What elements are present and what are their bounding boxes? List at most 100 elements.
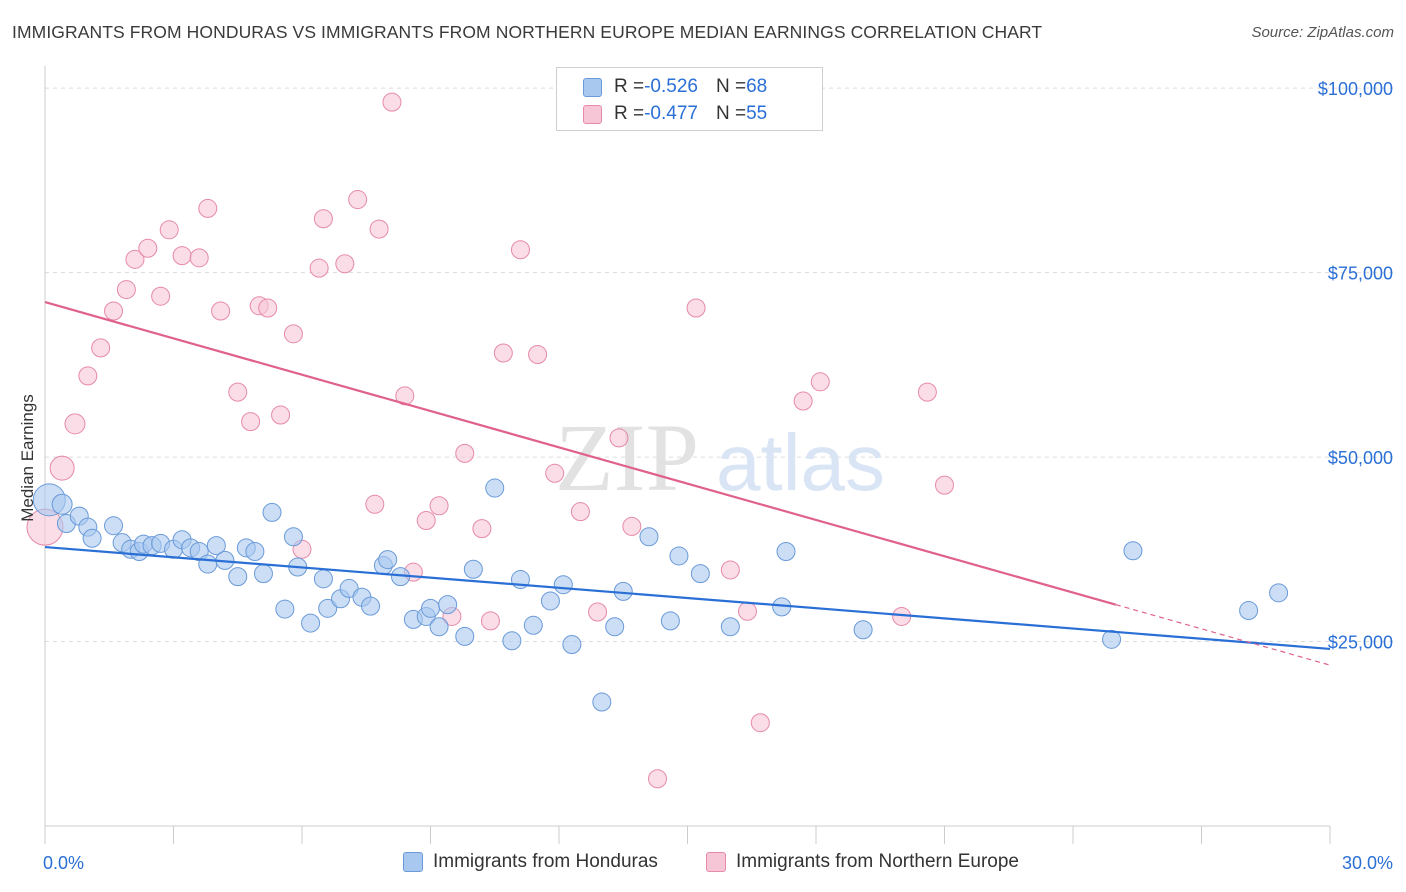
legend-swatch-honduras [403,852,423,872]
legend-n-label: N = [715,103,747,124]
legend-n-value: 55 [746,103,768,124]
trend-line-0 [44,545,1331,651]
data-point [540,591,560,611]
data-point [301,613,321,633]
data-point [159,220,179,240]
data-point [1102,629,1122,649]
axes [44,66,1331,844]
legend-swatch-northern-europe [583,104,602,124]
data-point [313,209,333,229]
data-point [253,564,273,584]
data-point [1123,541,1143,561]
data-point [528,345,548,365]
data-point [416,511,436,531]
data-point [211,301,231,321]
y-axis-label: Median Earnings [18,394,37,522]
data-point [198,198,218,218]
data-point [502,631,522,651]
y-tick-label: $100,000 [1318,79,1393,99]
series-legend: Immigrants from Honduras Immigrants from… [0,851,1406,877]
legend-label-northern-europe: Immigrants from Northern Europe [736,851,1019,872]
data-point [690,564,710,584]
data-point [720,560,740,580]
data-point [686,298,706,318]
data-point [455,443,475,463]
data-point [378,550,398,570]
data-point [622,516,642,536]
data-point [455,626,475,646]
data-point [605,617,625,637]
legend-swatch-northern-europe [706,852,726,872]
x-tick-label-max: 30.0% [1342,853,1393,873]
y-tick-label: $50,000 [1328,448,1393,468]
data-point [545,463,565,483]
data-point [78,366,98,386]
data-point [245,542,265,562]
data-point [283,527,303,547]
data-point [365,494,385,514]
data-point [116,280,136,300]
data-point [151,286,171,306]
data-point [592,692,612,712]
x-tick-label-min: 0.0% [43,853,84,873]
data-point [510,240,530,260]
data-point [570,502,590,522]
data-point [64,413,86,435]
legend-row-northern-europe: R = -0.477 N = 55 [583,101,767,127]
legend-n-label: N = [715,76,747,97]
data-point [82,528,102,548]
grid-lines [45,87,1393,643]
data-point [104,301,124,321]
data-point [562,634,582,654]
legend-n-value: 68 [746,76,768,97]
data-point [271,405,291,425]
data-point [361,596,381,616]
watermark-atlas: atlas [716,418,885,507]
data-point [189,248,209,268]
data-point [853,620,873,640]
trend-line-extension-1 [1115,604,1331,666]
data-point [720,617,740,637]
data-point [438,595,458,615]
data-point [1269,583,1289,603]
data-point [660,611,680,631]
data-point [609,428,629,448]
data-point [793,391,813,411]
data-point [737,601,757,621]
data-point [1239,601,1259,621]
legend-r-value: -0.526 [644,76,698,97]
data-point [49,455,75,481]
chart-title: IMMIGRANTS FROM HONDURAS VS IMMIGRANTS F… [12,22,1043,42]
data-point [172,246,192,266]
data-point [125,249,145,269]
trend-lines [44,301,1331,666]
data-point [429,496,449,516]
data-point [51,493,73,515]
data-point [258,298,278,318]
data-point [639,527,659,547]
legend-label-honduras: Immigrants from Honduras [433,851,658,872]
y-tick-label: $25,000 [1328,633,1393,653]
data-point [348,190,368,210]
legend-r-label: R = [614,76,645,97]
data-point [309,258,329,278]
watermark: ZIP atlas [555,404,885,511]
legend-swatch-honduras [583,77,602,97]
legend-item-honduras[interactable]: Immigrants from Honduras [403,851,658,873]
data-point [206,536,226,556]
data-point [523,615,543,635]
legend-r-value: -0.477 [644,103,698,124]
source-label: Source: ZipAtlas.com [1251,24,1394,41]
data-point [935,475,954,495]
watermark-zip: ZIP [555,404,699,511]
legend-item-northern-europe[interactable]: Immigrants from Northern Europe [706,851,1019,873]
data-point [275,599,295,619]
data-point [91,338,111,358]
data-point [369,219,389,239]
legend-row-honduras: R = -0.526 N = 68 [583,74,767,100]
data-point [429,617,449,637]
data-point [553,575,573,595]
data-point [318,598,338,618]
data-point [262,502,282,522]
